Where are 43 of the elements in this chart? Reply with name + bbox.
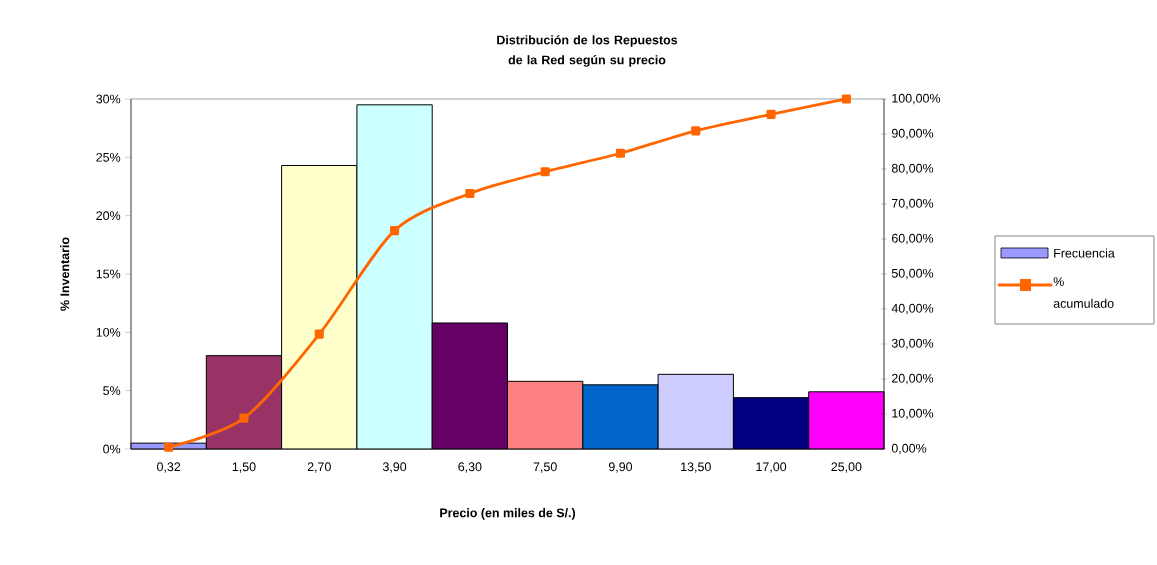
point (540, 167, 550, 177)
point (615, 148, 626, 158)
y-tick-label: 5% (103, 386, 121, 396)
x-tick-label: 1,50 (232, 462, 256, 473)
x-tick-label: 0,32 (157, 462, 181, 473)
y2-tick-label: 30,00% (891, 338, 934, 350)
point (691, 126, 701, 136)
y2-tick-label: 10,00% (892, 408, 934, 420)
point (239, 413, 249, 423)
point (164, 442, 174, 452)
y2-tick-label: 20,00% (891, 373, 934, 385)
y2-tick-label: 50,00% (891, 268, 934, 280)
y2-tick-label: 0,00% (891, 443, 927, 455)
x-tick-label: 17,00 (756, 462, 787, 473)
point (465, 188, 475, 199)
x-tick-label: 6,30 (458, 462, 482, 473)
x-tick-label: 3,90 (382, 462, 407, 473)
y2-tick-label: 80,00% (891, 163, 934, 175)
y2-tick-label: 100,00% (892, 93, 941, 105)
x-axis-title: Precio (en miles de S/.) (440, 508, 576, 520)
y-tick-label: 15% (96, 269, 121, 279)
y-axis-title: % Inventario (60, 237, 70, 311)
y-tick-label: 20% (96, 211, 121, 221)
x-tick-label: 13,50 (681, 462, 711, 473)
y-tick-label: 30% (96, 94, 121, 104)
y2-tick-label: 60,00% (891, 233, 934, 245)
x-tick-label: 25,00 (831, 462, 862, 473)
y-tick-label: 0% (103, 444, 121, 454)
x-tick-label: 2,70 (307, 462, 331, 473)
y-tick-label: 25% (96, 152, 121, 162)
y2-tick-label: 70,00% (892, 198, 934, 210)
y2-tick-label: 90,00% (891, 128, 934, 140)
point (389, 226, 400, 236)
point (314, 329, 324, 339)
y2-tick-label: 40,00% (891, 303, 934, 315)
point (841, 94, 851, 104)
legend-label: Frecuencia (1054, 248, 1115, 258)
y-tick-label: 10% (96, 327, 121, 337)
x-tick-label: 7,50 (533, 462, 557, 473)
legend-label: % acumulado (1053, 277, 1114, 308)
chart-title: Distribución de los Repuestos de la Red según su precio (497, 35, 678, 67)
x-tick-label: 9,90 (608, 462, 633, 473)
point (766, 109, 776, 119)
